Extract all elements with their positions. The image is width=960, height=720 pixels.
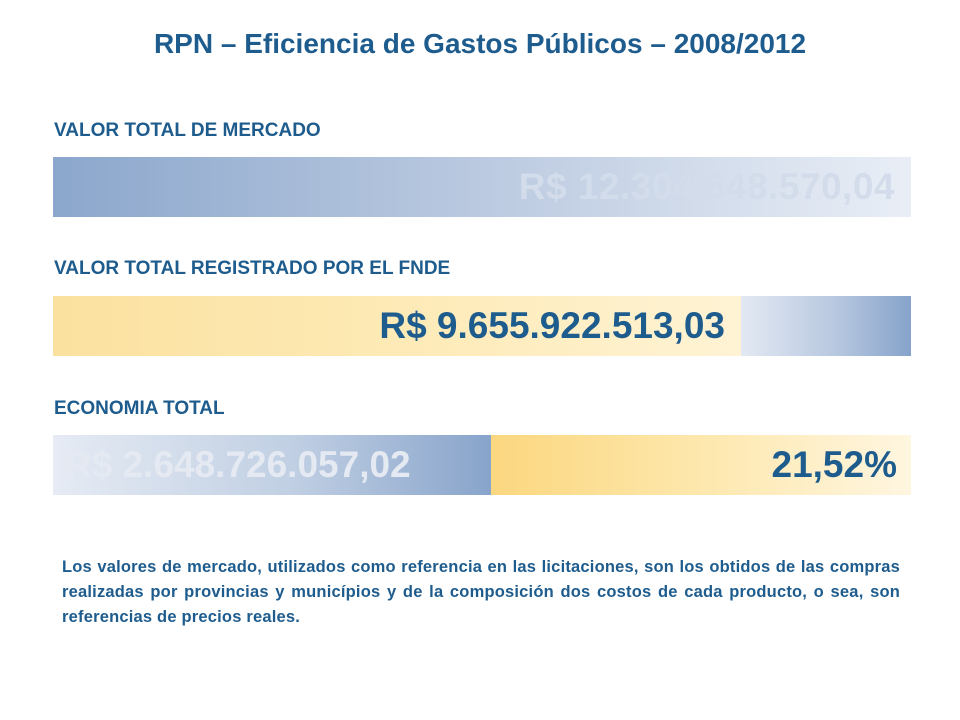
registered-value-amount: R$ 9.655.922.513,03 — [379, 305, 725, 346]
registered-value-bar: R$ 9.655.922.513,03 — [53, 296, 911, 356]
total-savings-percent: 21,52% — [771, 444, 898, 485]
registered-value-bar-remainder — [741, 296, 911, 356]
total-savings-bar: R$ 2.648.726.057,02 21,52% — [53, 435, 911, 495]
registered-value-label: VALOR TOTAL REGISTRADO POR EL FNDE — [54, 258, 451, 279]
total-savings-amount: R$ 2.648.726.057,02 — [65, 444, 411, 485]
market-value-bar: R$ 12.304.648.570,04 — [53, 157, 911, 217]
page-title: RPN – Eficiencia de Gastos Públicos – 20… — [153, 28, 807, 59]
market-value-amount: R$ 12.304.648.570,04 — [518, 166, 895, 207]
market-value-bar-fill — [53, 157, 911, 217]
explanatory-note: Los valores de mercado, utilizados como … — [62, 558, 900, 626]
total-savings-label: ECONOMIA TOTAL — [54, 398, 225, 419]
market-value-label: VALOR TOTAL DE MERCADO — [54, 120, 321, 141]
registered-value-bar-fill — [53, 296, 741, 356]
total-savings-bar-percent-segment — [491, 435, 911, 495]
total-savings-bar-amount-segment — [53, 435, 491, 495]
